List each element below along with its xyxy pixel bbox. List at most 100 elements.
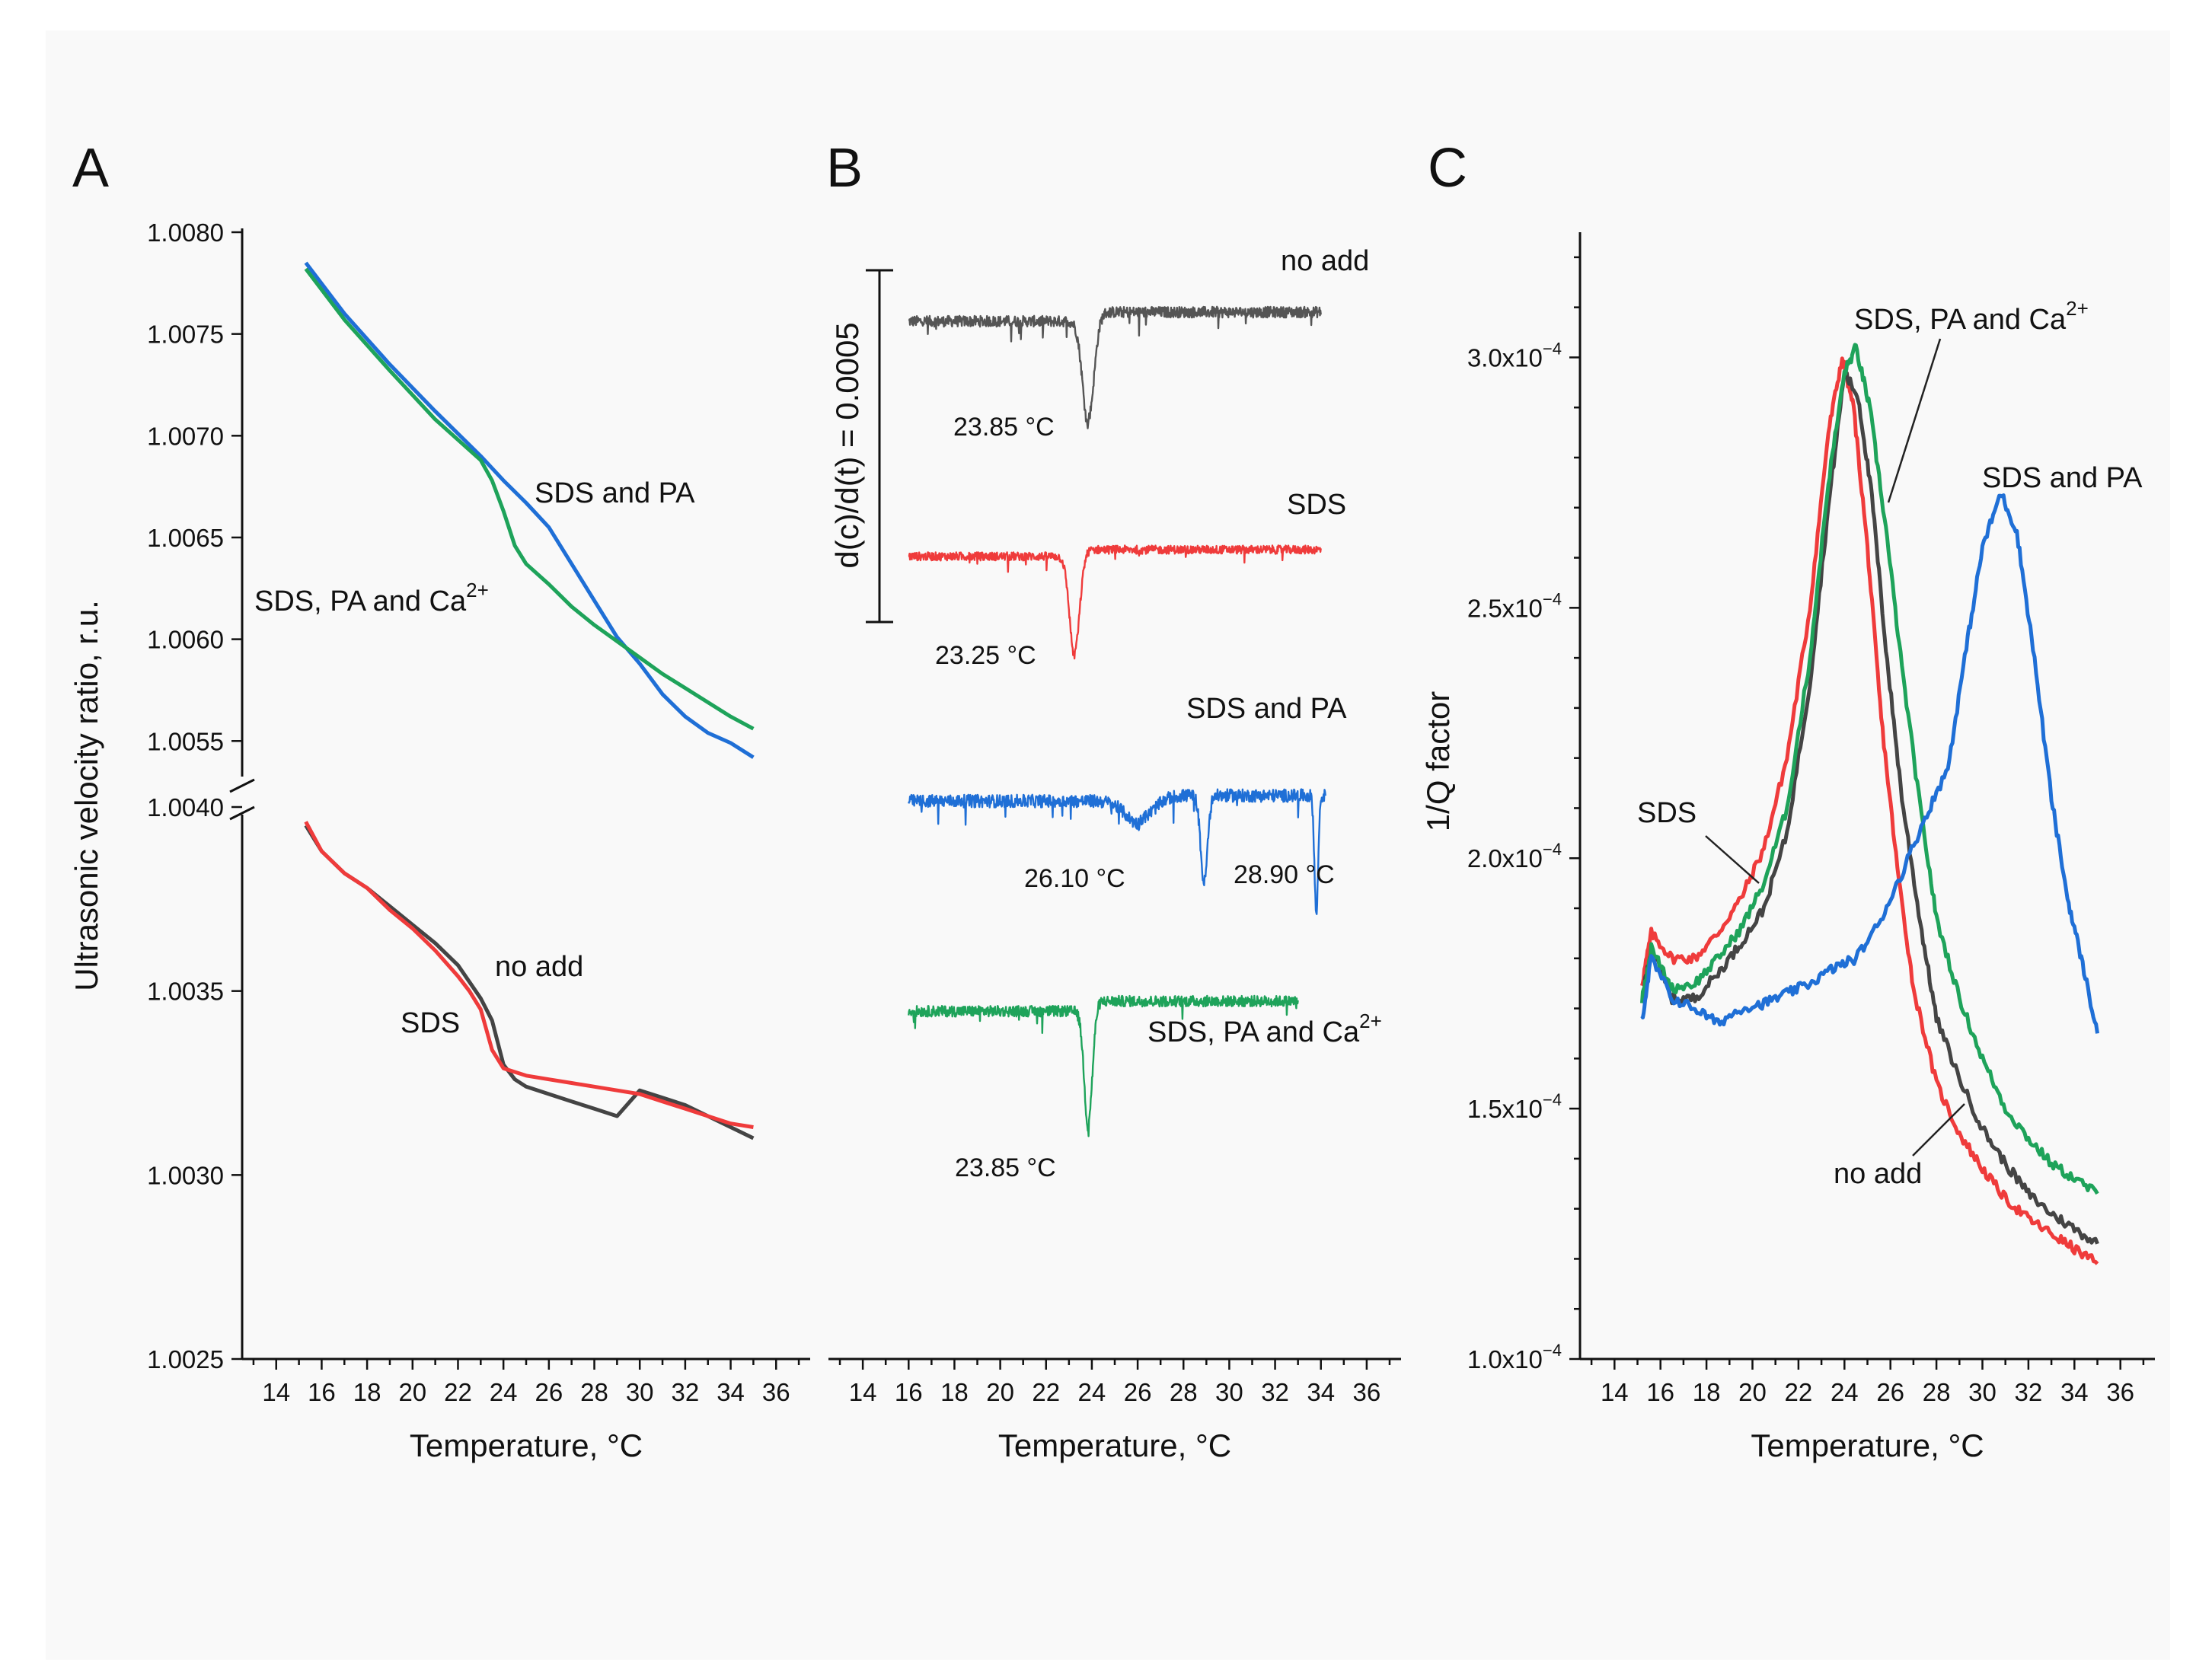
panel-c-label-ca: SDS, PA and Ca2+ [1854, 297, 2089, 336]
panel-b-peak-no-add: 23.85 °C [953, 413, 1055, 442]
panel-c-letter: C [1428, 138, 1467, 199]
panel-b-x-tick-label: 30 [1215, 1378, 1243, 1406]
panel-c-y-tick-exponent: −4 [1543, 840, 1562, 859]
panel-a-series-sds [304, 821, 754, 1129]
panel-b-peak-sds-pa-1: 26.10 °C [1024, 864, 1125, 893]
panel-c-series-sds-pa-ca [1640, 343, 2099, 1195]
panel-c-series [1640, 343, 2099, 1265]
panel-b-x-tick-label: 20 [986, 1378, 1014, 1406]
panel-b-x-tick-label: 18 [940, 1378, 969, 1406]
panel-a-label-ca: SDS, PA and Ca2+ [254, 579, 489, 617]
panel-b-x-tick-label: 16 [895, 1378, 923, 1406]
panel-b-x-tick-label: 28 [1170, 1378, 1198, 1406]
panel-c-x-tick-label: 30 [1968, 1378, 1997, 1406]
panel-a-x-axis-title: Temperature, °C [410, 1428, 643, 1463]
panel-b-x-tick-label: 24 [1078, 1378, 1106, 1406]
panel-a-label-no-add: no add [495, 951, 583, 983]
panel-b-scale-label: d(c)/d(t) = 0.0005 [829, 322, 865, 568]
panel-c-y-tick-mantissa: 1.0x10 [1467, 1345, 1543, 1373]
panel-c-y-tick-label: 3.0x10−4 [1467, 339, 1562, 372]
panel-a-y-tick-label: 1.0060 [147, 626, 224, 654]
panel-c-leader-ca [1887, 338, 1942, 503]
panel-c-leader-sds [1705, 835, 1760, 884]
panel-b-trace-sds [908, 544, 1322, 660]
panel-a-y-tick-label: 1.0030 [147, 1161, 224, 1189]
panel-c-x-tick-label: 34 [2060, 1378, 2089, 1406]
panel-b-x-tick-label: 26 [1124, 1378, 1152, 1406]
panel-a-axis-break-mark [229, 778, 255, 793]
panel-b-x-tick-label: 32 [1261, 1378, 1289, 1406]
panel-c-x-tick-label: 28 [1923, 1378, 1951, 1406]
panel-c-leader-no-add [1912, 1103, 1965, 1156]
panel-a-y-tick-label: 1.0075 [147, 321, 224, 349]
panel-a-x-tick-label: 32 [672, 1378, 700, 1406]
panel-a-series-sds-pa-ca [304, 267, 755, 731]
panel-c-y-tick-mantissa: 2.5x10 [1467, 594, 1543, 622]
panel-c-x-tick-label: 36 [2106, 1378, 2134, 1406]
panel-a-x-tick-label: 34 [717, 1378, 745, 1406]
panel-b-x-tick-label: 36 [1353, 1378, 1381, 1406]
panel-c-x-axis-title: Temperature, °C [1751, 1428, 1984, 1463]
panel-c-x-tick-label: 18 [1693, 1378, 1721, 1406]
panel-a-x-tick-label: 28 [580, 1378, 608, 1406]
panel-c-x-tick-label: 22 [1785, 1378, 1813, 1406]
panel-b-label-sds: SDS [1287, 489, 1346, 521]
panel-b-label-ca-text: SDS, PA and Ca [1147, 1016, 1360, 1048]
panel-c-y-tick-exponent: −4 [1543, 1090, 1562, 1109]
panel-b-x-tick-label: 14 [849, 1378, 877, 1406]
panel-a-series [304, 261, 755, 1140]
panel-c-series-no-add [1640, 371, 2099, 1245]
panel-c-label-ca-sup: 2+ [2066, 297, 2089, 320]
panel-c-x-tick-label: 24 [1831, 1378, 1859, 1406]
panel-c-x-tick-label: 32 [2015, 1378, 2043, 1406]
panel-a-x-tick-label: 18 [353, 1378, 381, 1406]
panel-a-axes: 1.0080 1.0075 1.0070 1.0065 1.0060 1.0055 1.00… [69, 219, 810, 1463]
panel-b-label-sds-pa: SDS and PA [1186, 693, 1347, 725]
panel-a-x-tick-label: 16 [308, 1378, 336, 1406]
panel-c-label-ca-text: SDS, PA and Ca [1854, 304, 2067, 336]
panel-b-label-ca-sup: 2+ [1359, 1010, 1382, 1032]
panel-c-x-tick-label: 20 [1738, 1378, 1767, 1406]
panel-a-y-tick-label: 1.0080 [147, 219, 224, 247]
panel-a-y-tick-label: 1.0070 [147, 422, 224, 450]
panel-a-y-tick-label: 1.0040 [147, 793, 224, 821]
panel-b-series [908, 305, 1326, 1137]
panel-b-label-ca: SDS, PA and Ca2+ [1147, 1010, 1382, 1048]
panel-a-x-tick-label: 20 [398, 1378, 426, 1406]
panel-c-axes: 1.0x10−41.5x10−42.0x10−42.5x10−43.0x10−4… [1420, 232, 2155, 1463]
panel-c-y-tick-exponent: −4 [1543, 589, 1562, 608]
panel-b-trace-sds-pa [908, 788, 1326, 915]
panel-c-y-tick-mantissa: 2.0x10 [1467, 844, 1543, 872]
panel-c-y-tick-label: 2.5x10−4 [1467, 589, 1562, 622]
panel-a-label-ca-sup: 2+ [466, 579, 489, 601]
panel-a-y-tick-label: 1.0035 [147, 978, 224, 1006]
panel-b-x-tick-label: 34 [1307, 1378, 1335, 1406]
panel-a-label-sds: SDS [401, 1007, 460, 1039]
panel-a-axis-break-mark [229, 806, 255, 821]
figure-background [46, 30, 2170, 1660]
panel-c-series-sds [1640, 356, 2099, 1265]
panel-a-x-tick-label: 24 [490, 1378, 518, 1406]
panel-a-y-tick-label: 1.0065 [147, 524, 224, 552]
panel-c-y-tick-exponent: −4 [1543, 1341, 1562, 1360]
panel-a-x-tick-label: 22 [444, 1378, 472, 1406]
panel-b-x-tick-label: 22 [1032, 1378, 1060, 1406]
panel-a-y-tick-label: 1.0025 [147, 1345, 224, 1373]
panel-c-y-tick-mantissa: 3.0x10 [1467, 343, 1543, 372]
panel-b-peak-sds: 23.25 °C [935, 641, 1036, 670]
panel-c-label-sds-pa: SDS and PA [1982, 462, 2143, 494]
panel-c-label-sds: SDS [1637, 797, 1697, 829]
panel-c-x-tick-label: 14 [1601, 1378, 1629, 1406]
panel-a-x-tick-label: 26 [535, 1378, 563, 1406]
panel-b-peak-sds-pa-2: 28.90 °C [1234, 860, 1335, 889]
panel-b-trace-sds-pa-ca [908, 994, 1299, 1137]
panel-c-y-tick-label: 2.0x10−4 [1467, 840, 1562, 872]
panel-c-y-tick-label: 1.5x10−4 [1467, 1090, 1562, 1123]
panel-b-letter: B [826, 138, 863, 199]
panel-c-series-sds-pa [1640, 493, 2099, 1034]
panel-a-x-tick-label: 14 [262, 1378, 290, 1406]
panel-c-y-tick-label: 1.0x10−4 [1467, 1341, 1562, 1373]
panel-c-label-no-add: no add [1834, 1158, 1922, 1190]
